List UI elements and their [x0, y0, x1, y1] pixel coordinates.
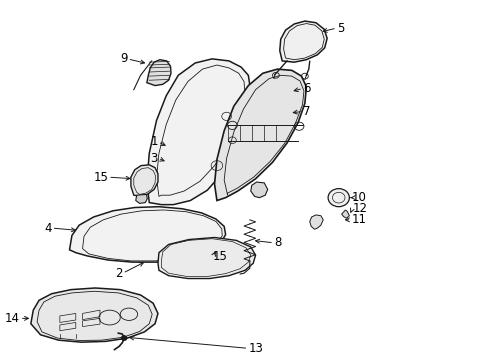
Text: 9: 9 [120, 52, 127, 66]
Text: 12: 12 [351, 202, 366, 215]
Polygon shape [158, 238, 255, 279]
Text: 13: 13 [248, 342, 263, 355]
Circle shape [121, 336, 127, 341]
Polygon shape [309, 215, 323, 229]
Text: 15: 15 [93, 171, 108, 184]
Polygon shape [146, 60, 171, 86]
Polygon shape [250, 182, 267, 198]
Polygon shape [136, 194, 147, 203]
Text: 10: 10 [350, 191, 366, 204]
Polygon shape [146, 59, 250, 204]
Text: 5: 5 [336, 22, 344, 35]
Text: 8: 8 [273, 236, 281, 249]
Text: 1: 1 [150, 135, 158, 148]
Polygon shape [214, 69, 305, 201]
Polygon shape [31, 288, 158, 342]
Circle shape [327, 189, 348, 207]
Text: 3: 3 [150, 152, 158, 165]
Text: 6: 6 [303, 82, 310, 95]
Text: 2: 2 [115, 267, 122, 280]
Polygon shape [69, 207, 225, 262]
Text: 14: 14 [5, 312, 20, 325]
Text: 15: 15 [213, 250, 227, 263]
Polygon shape [131, 165, 158, 196]
Text: 11: 11 [350, 213, 366, 226]
Text: 4: 4 [44, 221, 52, 235]
Polygon shape [279, 21, 326, 62]
Polygon shape [341, 210, 348, 218]
Text: 7: 7 [303, 105, 310, 118]
